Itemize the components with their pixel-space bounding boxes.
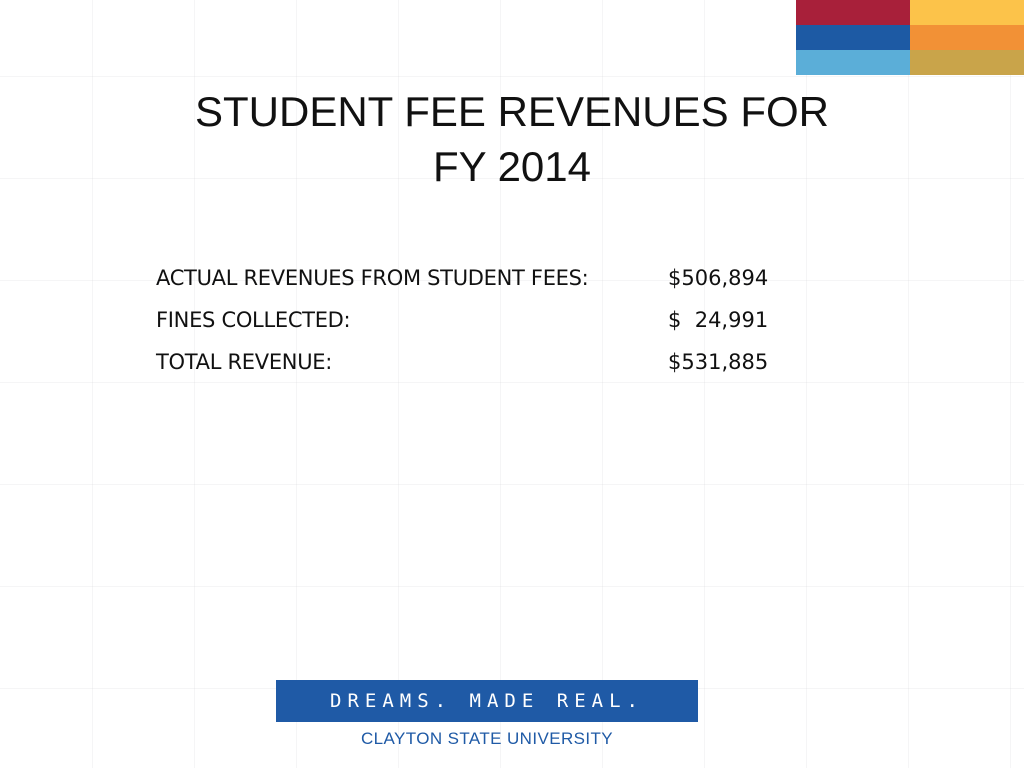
- logo-university-name: CLAYTON STATE UNIVERSITY: [360, 729, 614, 748]
- revenue-label: FINES COLLECTED:: [156, 308, 351, 332]
- revenue-value: $506,894: [668, 266, 769, 290]
- revenue-label: ACTUAL REVENUES FROM STUDENT FEES:: [156, 266, 589, 290]
- logo-tagline-banner: DREAMS. MADE REAL.: [276, 680, 698, 722]
- slide-title-line-2: FY 2014: [432, 143, 591, 190]
- revenue-list: ACTUAL REVENUES FROM STUDENT FEES: $506,…: [156, 258, 856, 384]
- revenue-row-student-fees: ACTUAL REVENUES FROM STUDENT FEES: $506,…: [156, 258, 856, 300]
- revenue-value: $ 24,991: [668, 308, 769, 332]
- slide-title: STUDENT FEE REVENUES FOR FY 2014: [112, 84, 912, 194]
- university-logo: DREAMS. MADE REAL. CLAYTON STATE UNIVERS…: [276, 680, 698, 749]
- logo-tagline: DREAMS. MADE REAL.: [330, 690, 644, 712]
- color-block-light-blue: [796, 50, 910, 75]
- revenue-row-total: TOTAL REVENUE: $531,885: [156, 342, 856, 384]
- color-block-blue: [796, 25, 910, 50]
- color-block-yellow: [910, 0, 1024, 25]
- color-block-orange: [910, 25, 1024, 50]
- revenue-row-fines: FINES COLLECTED: $ 24,991: [156, 300, 856, 342]
- color-block-gold: [910, 50, 1024, 75]
- revenue-value: $531,885: [668, 350, 769, 374]
- decorative-color-blocks: [796, 0, 1024, 75]
- slide-title-line-1: STUDENT FEE REVENUES FOR: [195, 88, 829, 135]
- color-block-red: [796, 0, 910, 25]
- revenue-label: TOTAL REVENUE:: [156, 350, 333, 374]
